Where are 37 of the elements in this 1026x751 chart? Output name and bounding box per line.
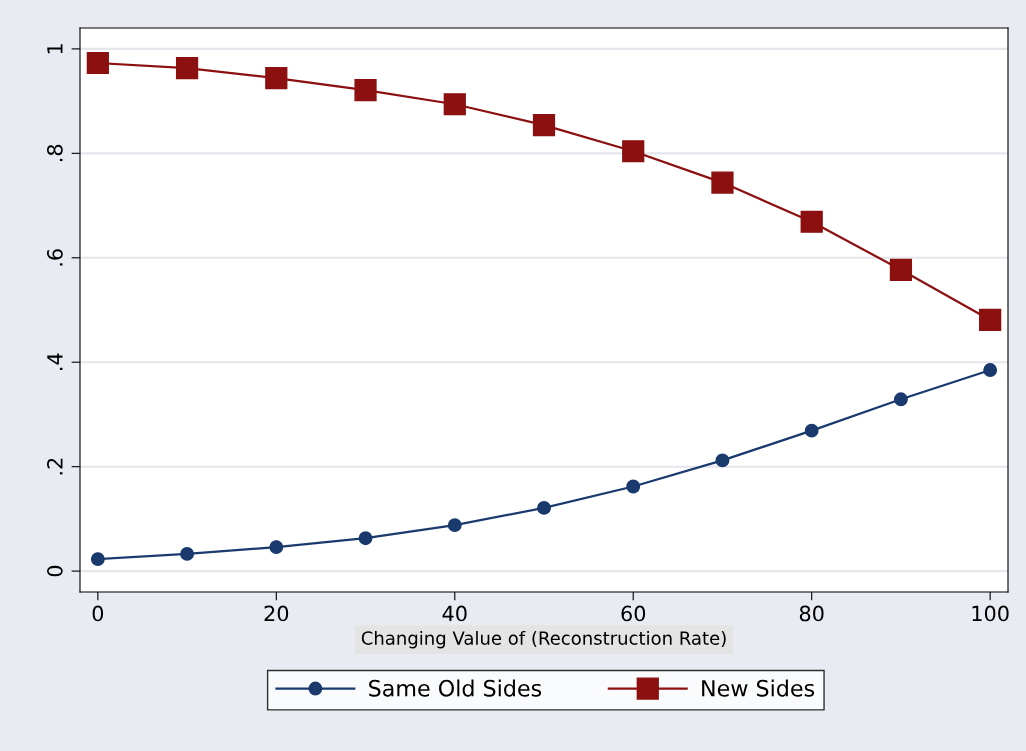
point: [269, 540, 284, 555]
point: [265, 67, 288, 90]
y-tick-label: .2: [47, 458, 63, 475]
y-tick-label: 1: [47, 44, 63, 54]
y-tick-label: .8: [47, 144, 63, 162]
point: [979, 308, 1002, 332]
x-tick-label: 60: [621, 605, 646, 622]
point: [447, 518, 462, 533]
point: [86, 51, 109, 75]
point: [537, 500, 551, 515]
x-tick-label: 0: [92, 605, 104, 622]
point: [175, 57, 199, 80]
point: [889, 258, 913, 281]
x-tick-label: 20: [264, 605, 289, 622]
point: [358, 531, 373, 546]
x-tick-label: 80: [799, 605, 824, 622]
point: [180, 546, 195, 561]
x-axis-title: Changing Value of (Reconstruction Rate): [361, 630, 726, 649]
point: [800, 210, 823, 233]
point: [804, 423, 819, 438]
x-tick-label: 100: [972, 605, 1009, 622]
point: [893, 392, 908, 407]
point: [622, 140, 645, 163]
legend-label: Same Old Sides: [369, 679, 542, 697]
legend-label: New Sides: [702, 679, 815, 697]
x-tick-label: 40: [442, 605, 467, 622]
point: [711, 171, 734, 194]
y-tick-label: 0: [47, 565, 63, 577]
point: [983, 363, 998, 378]
y-tick-label: .6: [47, 249, 63, 266]
y-tick-label: .4: [47, 353, 63, 370]
point: [715, 453, 730, 468]
point: [443, 93, 466, 116]
point: [532, 114, 556, 137]
point: [626, 479, 641, 494]
point: [90, 552, 105, 567]
point: [354, 79, 377, 102]
